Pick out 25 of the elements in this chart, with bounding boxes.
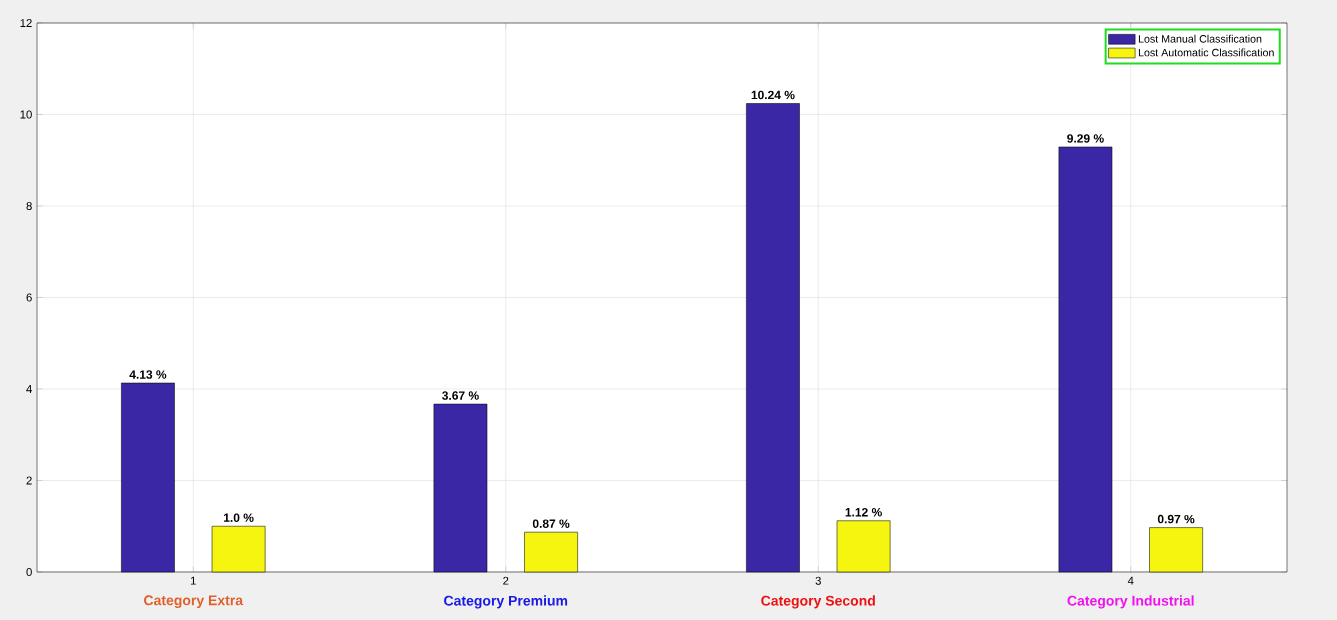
data-label: 0.87 % — [532, 519, 570, 528]
data-label: 1.0 % — [223, 513, 254, 522]
data-label: 1.12 % — [845, 508, 882, 517]
y-tick-label: 10 — [20, 110, 32, 119]
data-label: 4.13 % — [129, 370, 167, 379]
text: Category Second — [761, 595, 875, 609]
text: Category Extra — [144, 595, 244, 609]
text: Category Industrial — [1067, 595, 1194, 609]
x-tick-label: 1 — [190, 576, 196, 585]
legend-label: Lost Manual Classification — [1138, 34, 1262, 43]
data-label: 3.67 % — [442, 391, 479, 400]
data-label: 10.24 % — [751, 90, 795, 100]
text: Category Premium — [444, 595, 568, 609]
data-label: 0.97 % — [1157, 514, 1195, 524]
y-tick-label: 6 — [26, 293, 32, 302]
y-tick-label: 4 — [26, 385, 32, 393]
y-tick-label: 2 — [26, 476, 32, 485]
y-tick-label: 8 — [26, 201, 32, 210]
x-tick-label: 3 — [815, 576, 821, 585]
y-tick-label: 12 — [20, 19, 32, 27]
x-tick-label: 4 — [1127, 576, 1134, 585]
legend-label: Lost Automatic Classification — [1138, 48, 1274, 57]
x-tick-label: 2 — [503, 576, 509, 585]
data-label: 9.29 % — [1067, 134, 1104, 143]
y-tick-label: 0 — [26, 567, 32, 576]
